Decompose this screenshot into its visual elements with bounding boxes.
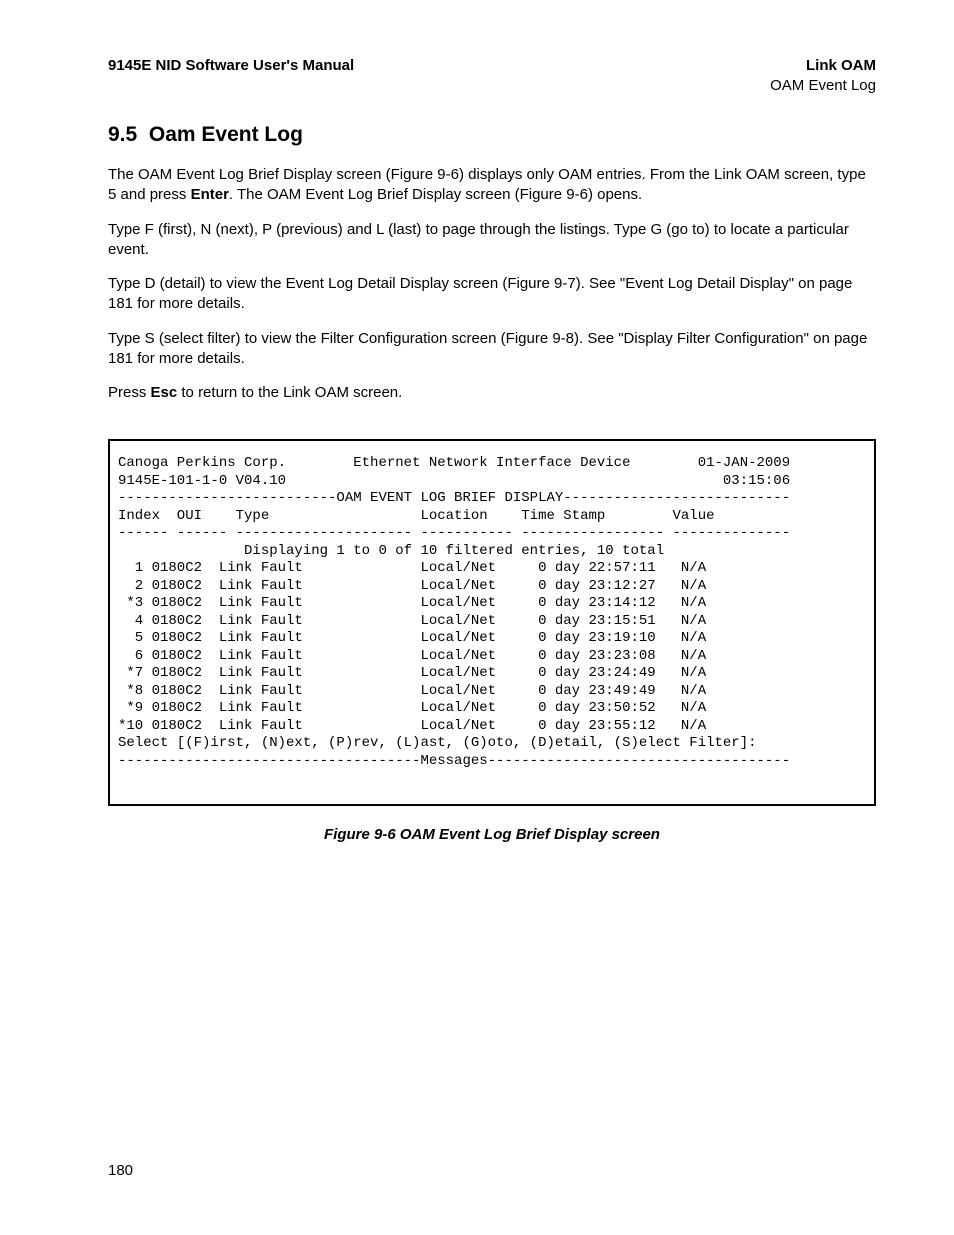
p5a: Press: [108, 384, 151, 401]
terminal-line: 4 0180C2 Link Fault Local/Net 0 day 23:1…: [110, 613, 874, 631]
header-left: 9145E NID Software User's Manual: [108, 56, 354, 76]
page-number: 180: [108, 1162, 133, 1179]
p1b-bold: Enter: [191, 186, 229, 203]
paragraph-1: The OAM Event Log Brief Display screen (…: [108, 165, 876, 206]
terminal-line: 6 0180C2 Link Fault Local/Net 0 day 23:2…: [110, 648, 874, 666]
section-title: 9.5 Oam Event Log: [108, 123, 876, 147]
terminal-line: 5 0180C2 Link Fault Local/Net 0 day 23:1…: [110, 630, 874, 648]
header-right-sub: OAM Event Log: [770, 76, 876, 96]
paragraph-5: Press Esc to return to the Link OAM scre…: [108, 383, 876, 403]
terminal-line: ------ ------ --------------------- ----…: [110, 525, 874, 543]
terminal-line: *9 0180C2 Link Fault Local/Net 0 day 23:…: [110, 700, 874, 718]
terminal-line: *7 0180C2 Link Fault Local/Net 0 day 23:…: [110, 665, 874, 683]
page: 9145E NID Software User's Manual Link OA…: [0, 0, 954, 1235]
paragraph-3: Type D (detail) to view the Event Log De…: [108, 274, 876, 315]
p1c: . The OAM Event Log Brief Display screen…: [229, 186, 642, 203]
header-right-bold: Link OAM: [770, 56, 876, 76]
header-right: Link OAM OAM Event Log: [770, 56, 876, 95]
terminal-line: *8 0180C2 Link Fault Local/Net 0 day 23:…: [110, 683, 874, 701]
terminal-line: 9145E-101-1-0 V04.10 03:15:06: [110, 473, 874, 491]
terminal-line: Index OUI Type Location Time Stamp Value: [110, 508, 874, 526]
page-header: 9145E NID Software User's Manual Link OA…: [108, 56, 876, 95]
terminal-line: *10 0180C2 Link Fault Local/Net 0 day 23…: [110, 718, 874, 736]
terminal-line: ------------------------------------Mess…: [110, 753, 874, 771]
terminal-line: Displaying 1 to 0 of 10 filtered entries…: [110, 543, 874, 561]
figure-caption: Figure 9-6 OAM Event Log Brief Display s…: [108, 826, 876, 843]
terminal-line: --------------------------OAM EVENT LOG …: [110, 490, 874, 508]
terminal-line: 1 0180C2 Link Fault Local/Net 0 day 22:5…: [110, 560, 874, 578]
body-text: The OAM Event Log Brief Display screen (…: [108, 165, 876, 403]
section-name: Oam Event Log: [149, 123, 303, 146]
terminal-screen: Canoga Perkins Corp. Ethernet Network In…: [108, 439, 876, 806]
paragraph-4: Type S (select filter) to view the Filte…: [108, 329, 876, 370]
terminal-line: 2 0180C2 Link Fault Local/Net 0 day 23:1…: [110, 578, 874, 596]
p5c: to return to the Link OAM screen.: [177, 384, 402, 401]
terminal-line: *3 0180C2 Link Fault Local/Net 0 day 23:…: [110, 595, 874, 613]
section-number: 9.5: [108, 123, 137, 146]
terminal-line: Canoga Perkins Corp. Ethernet Network In…: [110, 455, 874, 473]
p5b-bold: Esc: [151, 384, 178, 401]
paragraph-2: Type F (first), N (next), P (previous) a…: [108, 220, 876, 261]
terminal-line: Select [(F)irst, (N)ext, (P)rev, (L)ast,…: [110, 735, 874, 753]
